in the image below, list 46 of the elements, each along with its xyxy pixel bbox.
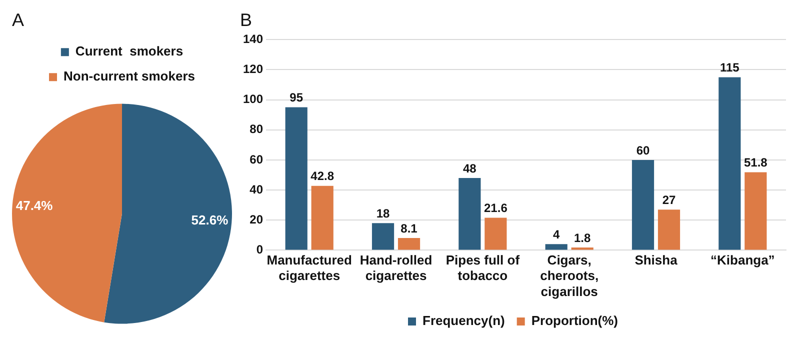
chart-title: B (240, 10, 252, 30)
y-tick-label: 80 (250, 122, 264, 136)
data-label: 48 (463, 161, 477, 176)
data-label: 18 (376, 206, 390, 220)
bar (484, 218, 507, 250)
bar (285, 107, 308, 250)
data-label: 47.4% (16, 198, 54, 214)
x-tick-label: Cigars, cheroots, cigarillos (540, 252, 599, 299)
x-tick-label: Manufactured cigarettes (266, 252, 352, 284)
bar (658, 210, 680, 250)
x-tick-label: Shisha (634, 252, 678, 268)
data-label: 1.8 (574, 230, 592, 245)
bar (571, 247, 594, 250)
legend-label: Non-current smokers (64, 68, 195, 84)
data-label: 115 (720, 60, 740, 75)
y-tick-label: 120 (242, 62, 264, 76)
data-label: 60 (636, 143, 650, 158)
y-tick-label: 0 (256, 242, 264, 257)
x-tick-label: Pipes full of tobacco (446, 252, 520, 284)
legend-label: Proportion(%) (531, 313, 618, 328)
data-label: 4 (553, 227, 560, 242)
x-tick-label: “Kibanga” (710, 252, 775, 268)
bar (718, 77, 741, 250)
bar (545, 244, 568, 250)
y-tick-label: 100 (242, 92, 264, 106)
bar (458, 178, 481, 250)
bar (398, 238, 420, 250)
data-label: 8.1 (400, 221, 418, 236)
y-tick-label: 140 (242, 32, 264, 46)
legend-label: Current smokers (75, 44, 184, 59)
chart-title: A (12, 10, 24, 30)
data-label: 27 (662, 192, 676, 207)
bar (744, 172, 767, 250)
y-tick-label: 40 (250, 182, 264, 196)
y-tick-label: 20 (250, 212, 264, 226)
data-label: 95 (290, 90, 304, 105)
data-label: 51.8 (744, 156, 768, 170)
bar (632, 160, 654, 250)
x-tick-label: Hand-rolled cigarettes (360, 252, 432, 284)
data-label: 52.6% (191, 212, 229, 228)
y-tick-label: 60 (250, 152, 264, 166)
legend-label: Frequency(n) (422, 313, 505, 328)
data-label: 21.6 (484, 201, 508, 216)
bar (311, 186, 334, 250)
data-label: 42.8 (310, 169, 334, 184)
bar (372, 223, 394, 250)
